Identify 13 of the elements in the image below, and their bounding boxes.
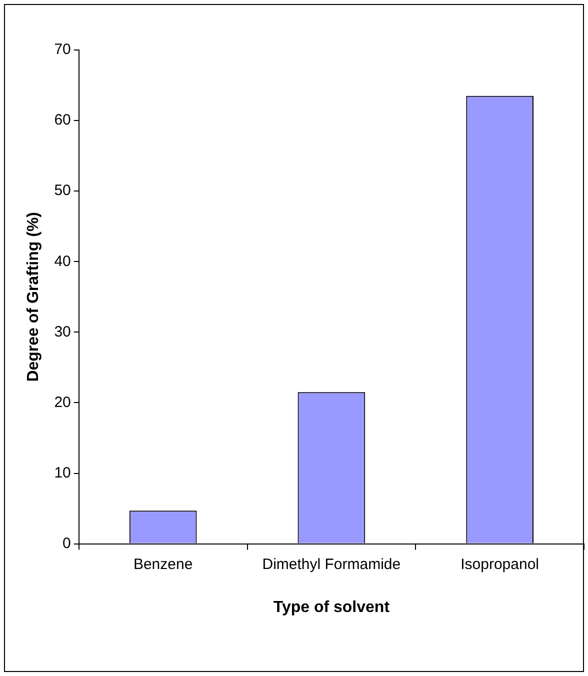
y-tick-label: 60 [54, 112, 71, 129]
y-tick-label: 30 [54, 323, 71, 340]
x-tick-label: Dimethyl Formamide [262, 556, 401, 573]
y-tick-label: 70 [54, 41, 71, 58]
x-axis-title: Type of solvent [273, 598, 390, 616]
y-tick-label: 50 [54, 182, 71, 200]
x-tick-label: Benzene [133, 556, 193, 573]
x-tick-label: Isopropanol [460, 556, 540, 573]
y-tick-label: 10 [54, 464, 71, 482]
y-axis-title: Degree of Grafting (%) [25, 212, 42, 382]
y-tick-label: 0 [62, 534, 71, 552]
y-tick-label: 20 [54, 394, 71, 411]
y-tick-label: 40 [54, 252, 71, 270]
